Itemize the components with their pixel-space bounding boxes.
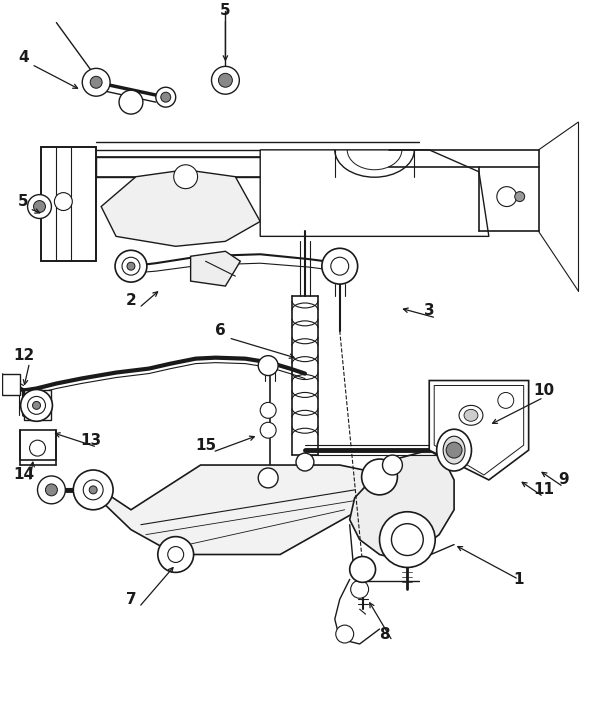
Circle shape bbox=[33, 200, 46, 212]
Polygon shape bbox=[42, 147, 96, 261]
Circle shape bbox=[383, 455, 402, 475]
Circle shape bbox=[322, 248, 358, 284]
Circle shape bbox=[82, 68, 110, 96]
Circle shape bbox=[362, 459, 397, 495]
Polygon shape bbox=[260, 150, 489, 236]
Circle shape bbox=[30, 440, 46, 456]
Circle shape bbox=[211, 66, 239, 94]
Text: 3: 3 bbox=[424, 303, 435, 318]
Ellipse shape bbox=[443, 436, 465, 464]
Circle shape bbox=[173, 165, 198, 189]
Circle shape bbox=[497, 187, 517, 207]
Circle shape bbox=[260, 403, 276, 418]
Text: 4: 4 bbox=[18, 50, 29, 65]
Circle shape bbox=[260, 422, 276, 438]
Text: 1: 1 bbox=[513, 572, 524, 587]
Text: 8: 8 bbox=[379, 626, 390, 642]
Circle shape bbox=[168, 547, 184, 562]
Polygon shape bbox=[20, 430, 56, 460]
Polygon shape bbox=[96, 157, 390, 177]
Circle shape bbox=[219, 73, 232, 87]
Text: 7: 7 bbox=[126, 591, 136, 607]
Circle shape bbox=[83, 480, 103, 500]
Circle shape bbox=[350, 580, 369, 599]
Circle shape bbox=[156, 87, 176, 107]
Text: 2: 2 bbox=[125, 293, 137, 308]
Circle shape bbox=[115, 251, 147, 282]
Polygon shape bbox=[24, 391, 52, 420]
Polygon shape bbox=[429, 381, 529, 480]
Polygon shape bbox=[101, 170, 260, 246]
Circle shape bbox=[55, 192, 72, 211]
Circle shape bbox=[336, 625, 353, 643]
Circle shape bbox=[122, 257, 140, 275]
Circle shape bbox=[296, 453, 314, 471]
Ellipse shape bbox=[464, 410, 478, 421]
Polygon shape bbox=[79, 465, 387, 555]
Circle shape bbox=[27, 396, 46, 415]
Circle shape bbox=[498, 393, 514, 408]
Circle shape bbox=[258, 356, 278, 376]
Circle shape bbox=[73, 470, 113, 510]
Text: 10: 10 bbox=[533, 383, 554, 398]
Circle shape bbox=[37, 476, 65, 504]
Text: 9: 9 bbox=[558, 472, 569, 488]
Circle shape bbox=[380, 512, 435, 567]
Text: 14: 14 bbox=[13, 467, 34, 483]
Circle shape bbox=[119, 90, 143, 114]
Text: 15: 15 bbox=[195, 437, 216, 453]
Circle shape bbox=[446, 442, 462, 458]
Text: 12: 12 bbox=[13, 348, 34, 364]
Polygon shape bbox=[191, 251, 241, 286]
Ellipse shape bbox=[459, 405, 483, 425]
Text: 11: 11 bbox=[533, 482, 554, 498]
Text: 6: 6 bbox=[215, 323, 226, 338]
Circle shape bbox=[90, 76, 102, 88]
Circle shape bbox=[331, 257, 349, 275]
Circle shape bbox=[515, 192, 525, 202]
Circle shape bbox=[258, 468, 278, 488]
Circle shape bbox=[391, 524, 424, 555]
Circle shape bbox=[127, 262, 135, 271]
Polygon shape bbox=[2, 373, 20, 395]
Ellipse shape bbox=[437, 430, 472, 471]
Circle shape bbox=[33, 401, 40, 410]
Circle shape bbox=[350, 557, 375, 582]
Text: 5: 5 bbox=[18, 194, 29, 209]
Circle shape bbox=[161, 92, 170, 102]
Text: 5: 5 bbox=[220, 3, 230, 18]
Polygon shape bbox=[350, 450, 454, 559]
Circle shape bbox=[158, 537, 194, 572]
Circle shape bbox=[21, 390, 52, 421]
Circle shape bbox=[89, 486, 97, 494]
Circle shape bbox=[46, 484, 58, 496]
Text: 13: 13 bbox=[81, 432, 102, 448]
Circle shape bbox=[27, 195, 52, 219]
